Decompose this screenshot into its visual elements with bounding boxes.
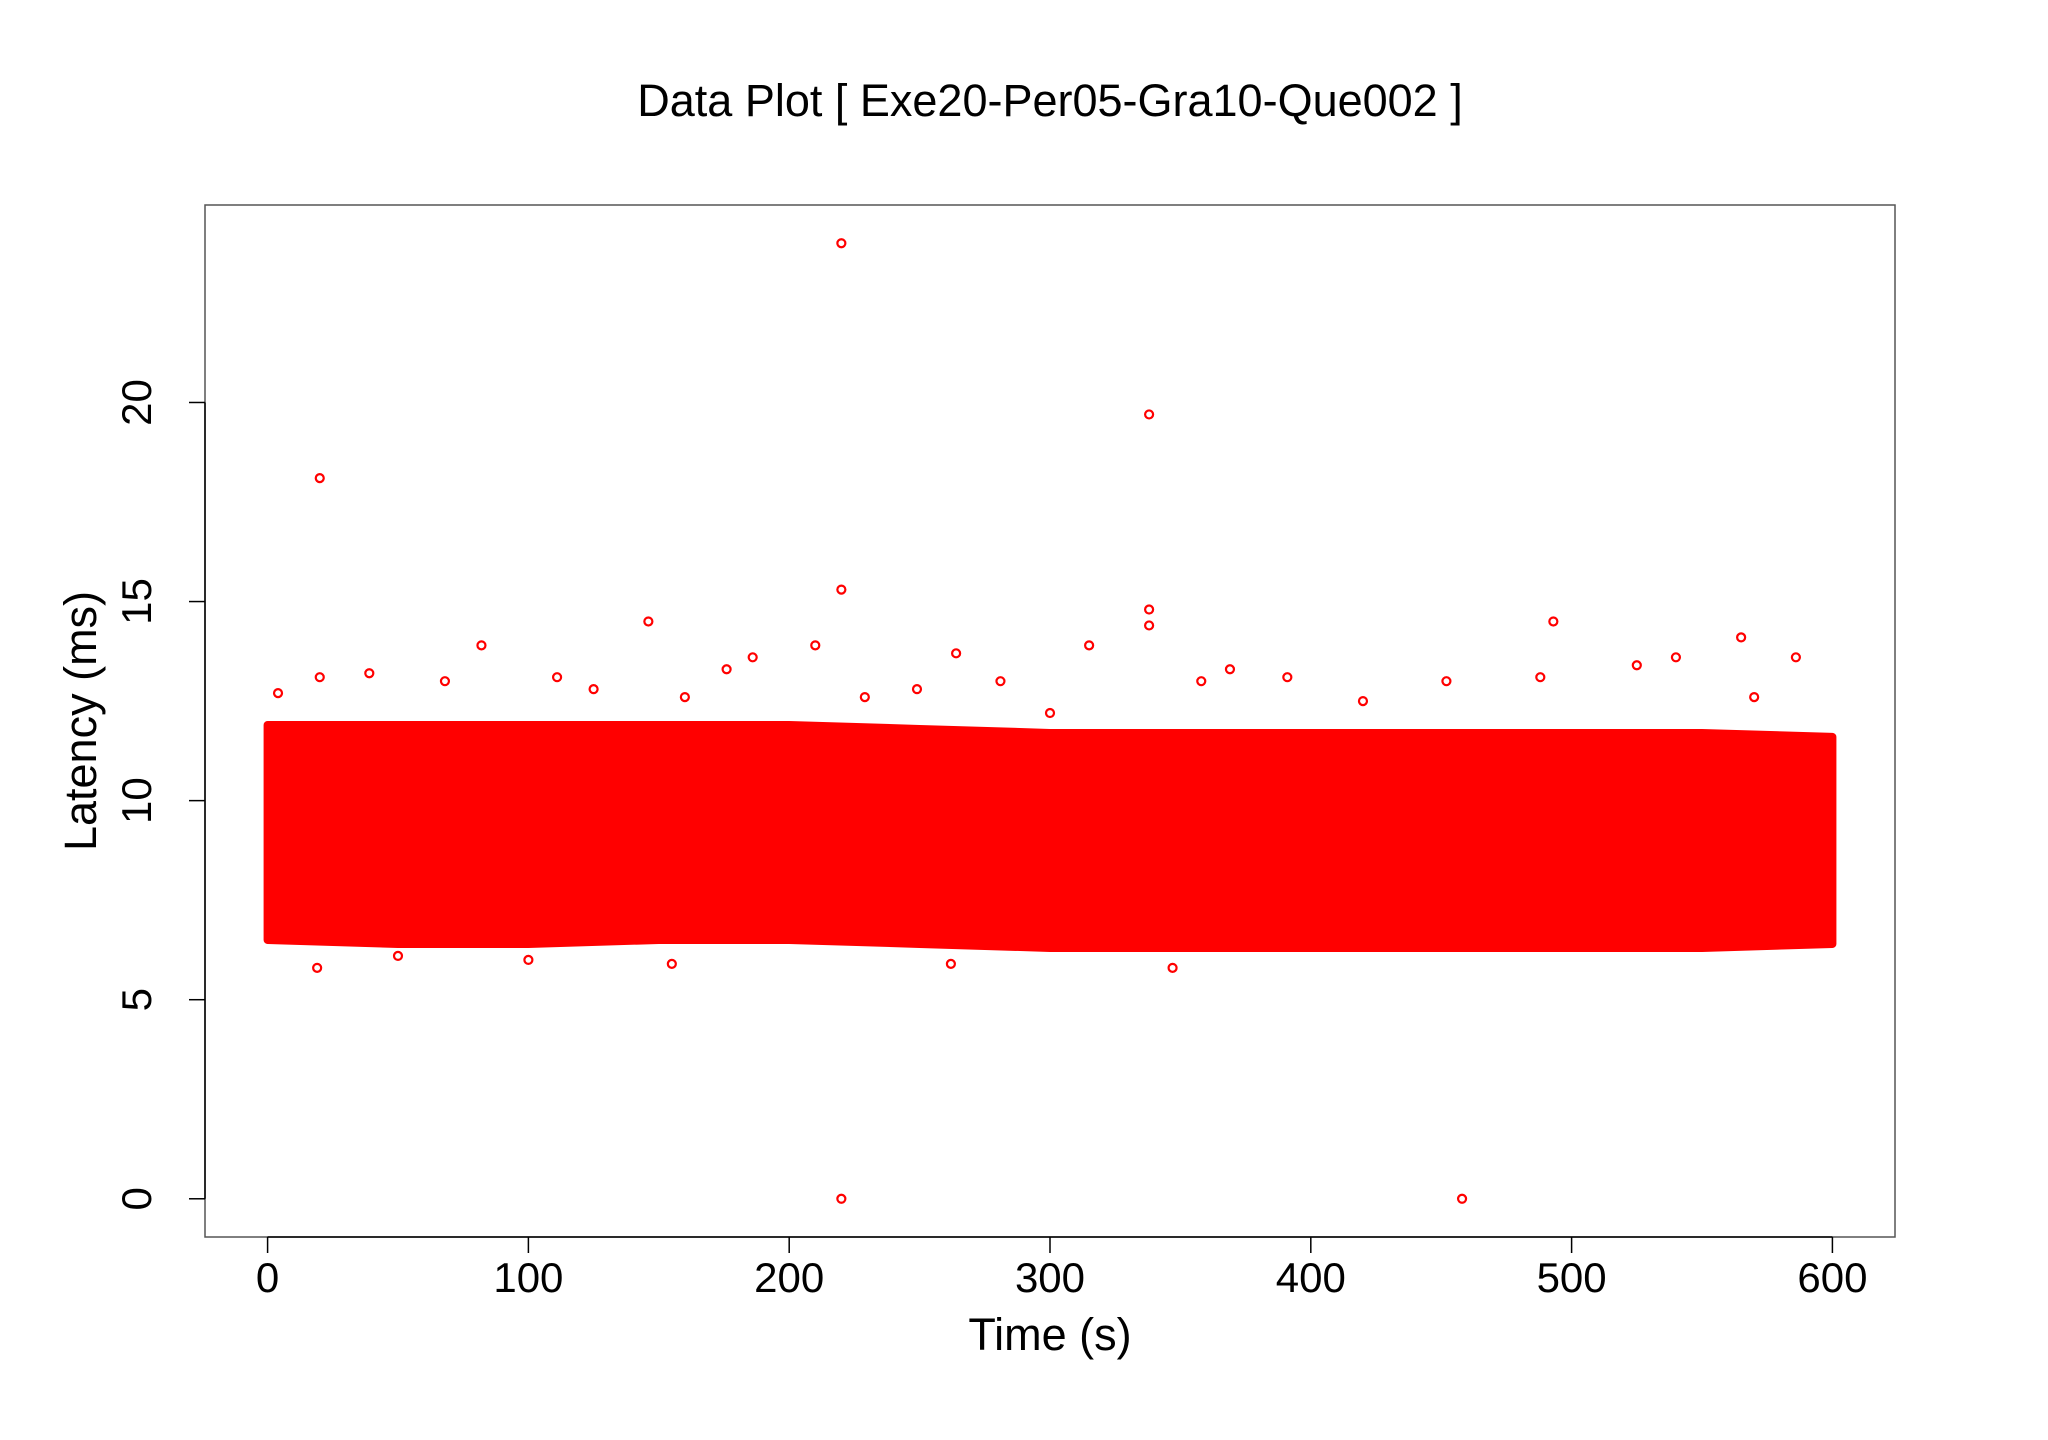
point: [314, 672, 325, 683]
dense-band: [263, 720, 1837, 952]
y-tick-label: 20: [113, 379, 160, 426]
point: [836, 1193, 847, 1204]
point: [911, 684, 923, 695]
point: [951, 648, 962, 659]
point: [810, 640, 821, 651]
point: [1144, 409, 1155, 420]
x-tick-label: 0: [256, 1254, 279, 1301]
point: [1282, 672, 1293, 683]
point: [523, 954, 534, 965]
point: [392, 950, 404, 962]
point: [859, 692, 870, 703]
point: [1224, 664, 1236, 675]
point: [945, 958, 956, 969]
point: [836, 238, 847, 249]
point: [1736, 632, 1747, 643]
point: [312, 962, 323, 973]
x-tick-label: 600: [1797, 1254, 1867, 1301]
point: [1749, 692, 1760, 703]
point: [747, 652, 758, 663]
point: [1044, 707, 1056, 719]
point: [1670, 652, 1682, 663]
point: [995, 676, 1006, 687]
y-tick-label: 15: [113, 578, 160, 625]
point: [588, 684, 599, 695]
point: [439, 676, 451, 687]
x-axis-label: Time (s): [968, 1309, 1131, 1360]
y-tick-label: 0: [113, 1187, 160, 1210]
point: [1167, 962, 1178, 973]
point: [1456, 1193, 1468, 1204]
point: [1790, 652, 1801, 663]
x-tick-label: 400: [1276, 1254, 1346, 1301]
point: [1144, 604, 1155, 615]
y-tick-label: 10: [113, 777, 160, 824]
point: [1441, 676, 1452, 687]
point: [1548, 616, 1559, 627]
point: [272, 688, 284, 699]
point: [666, 958, 677, 969]
point: [1196, 676, 1207, 687]
x-tick-label: 100: [493, 1254, 563, 1301]
point: [1631, 660, 1642, 671]
point: [314, 473, 325, 484]
point: [721, 664, 732, 675]
point: [643, 616, 654, 627]
point: [679, 692, 690, 703]
x-tick-label: 300: [1015, 1254, 1085, 1301]
y-axis-label: Latency (ms): [55, 591, 106, 851]
point: [1357, 695, 1369, 707]
point: [1144, 620, 1155, 631]
point: [364, 668, 375, 679]
x-tick-label: 200: [754, 1254, 824, 1301]
point: [551, 672, 563, 683]
point: [1084, 640, 1095, 651]
y-tick-label: 5: [113, 988, 160, 1011]
x-tick-label: 500: [1537, 1254, 1607, 1301]
chart-title: Data Plot [ Exe20-Per05-Gra10-Que002 ]: [637, 75, 1462, 126]
point: [1535, 672, 1546, 683]
point: [476, 640, 487, 651]
point: [836, 584, 847, 595]
